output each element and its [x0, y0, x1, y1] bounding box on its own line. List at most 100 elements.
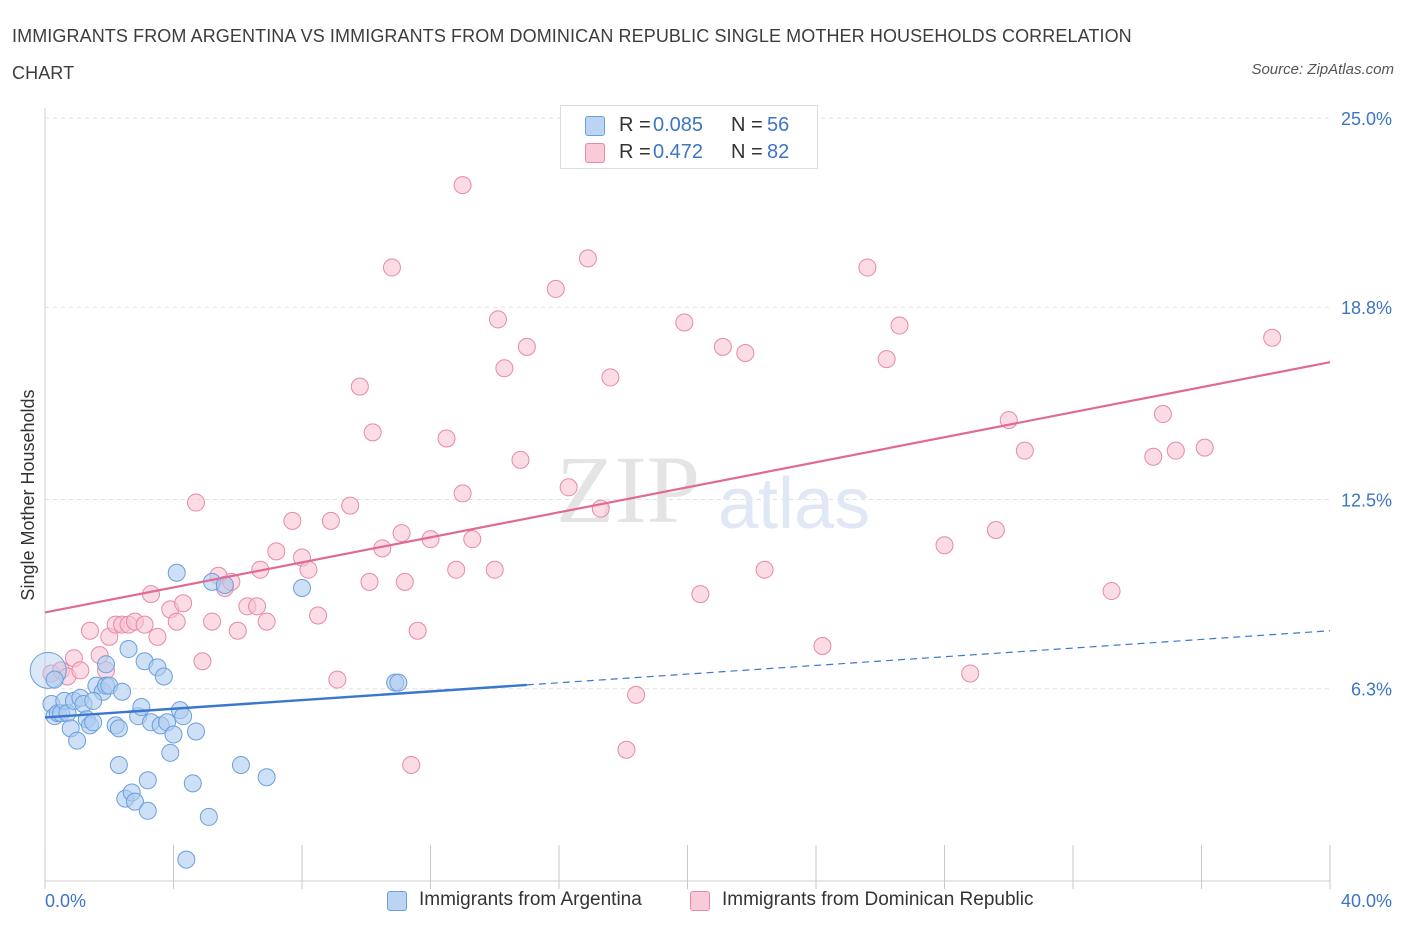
y-tick-label: 18.8%: [1341, 298, 1392, 318]
data-point-dominican: [203, 612, 222, 631]
legend-n-value-dominican: 82: [767, 141, 790, 163]
trend-line-argentina-extension: [526, 630, 1331, 686]
data-point-dominican: [935, 536, 954, 555]
legend-r-label: R =: [619, 114, 651, 136]
data-point-dominican: [408, 621, 427, 640]
data-point-dominican: [167, 612, 186, 631]
data-point-dominican: [341, 496, 360, 515]
data-point-dominican: [713, 337, 732, 356]
bottom-legend-label-argentina: Immigrants from Argentina: [419, 889, 642, 910]
trend-line-argentina: [44, 683, 527, 719]
chart-title: IMMIGRANTS FROM ARGENTINA VS IMMIGRANTS …: [12, 26, 1132, 83]
data-point-argentina: [125, 792, 144, 811]
data-point-dominican: [267, 542, 286, 561]
data-point-dominican: [627, 685, 646, 704]
data-point-dominican: [392, 524, 411, 543]
data-point-dominican: [617, 740, 636, 759]
data-point-dominican: [437, 429, 456, 448]
data-point-argentina: [293, 579, 311, 598]
data-point-dominican: [193, 652, 212, 671]
data-point-dominican: [135, 615, 154, 634]
data-point-dominican: [395, 572, 414, 591]
data-point-argentina: [109, 756, 128, 775]
data-point-dominican: [321, 511, 340, 530]
data-point-dominican: [517, 337, 536, 356]
data-point-dominican: [858, 258, 877, 277]
data-point-argentina: [164, 725, 183, 744]
data-point-argentina: [84, 691, 103, 710]
data-point-dominican: [299, 560, 318, 579]
data-point-dominican: [890, 316, 909, 335]
data-point-argentina: [177, 850, 196, 869]
data-point-dominican: [402, 756, 421, 775]
data-point-dominican: [1195, 438, 1214, 457]
data-point-argentina: [257, 768, 276, 787]
data-point-dominican: [675, 313, 694, 332]
data-point-dominican: [148, 627, 167, 646]
data-point-dominican: [257, 612, 276, 631]
trend-lines: [44, 361, 1331, 719]
data-point-argentina: [132, 698, 151, 717]
data-point-dominican: [1144, 447, 1163, 466]
data-point-dominican: [142, 585, 161, 604]
y-axis-label: Single Mother Households: [18, 389, 38, 600]
y-tick-label: 25.0%: [1341, 109, 1392, 129]
data-point-dominican: [877, 350, 896, 369]
data-point-dominican: [453, 484, 472, 503]
data-point-dominican: [755, 560, 774, 579]
bottom-legend-swatch-dominican: [690, 891, 710, 911]
data-point-dominican: [578, 249, 597, 268]
data-point-dominican: [228, 621, 247, 640]
data-point-dominican: [174, 594, 193, 613]
data-point-dominican: [559, 478, 578, 497]
data-point-dominican: [453, 176, 472, 195]
y-tick-label: 6.3%: [1351, 680, 1392, 700]
data-point-argentina: [138, 771, 157, 790]
data-point-argentina: [68, 731, 87, 750]
data-point-dominican: [986, 521, 1005, 540]
data-point-argentina: [45, 670, 64, 689]
data-point-dominican: [1263, 328, 1282, 347]
data-point-dominican: [248, 597, 267, 616]
correlation-legend: R = 0.085 N = 56 R = 0.472 N = 82: [560, 105, 818, 169]
data-point-dominican: [1015, 441, 1034, 460]
data-point-dominican: [813, 636, 832, 655]
data-point-dominican: [691, 585, 710, 604]
source-credit: Source: ZipAtlas.com: [1251, 61, 1394, 78]
gridlines: [45, 117, 1330, 690]
data-point-dominican: [363, 423, 382, 442]
data-point-dominican: [186, 493, 205, 512]
axes: [44, 108, 1331, 889]
bottom-legend-label-dominican: Immigrants from Dominican Republic: [722, 889, 1034, 910]
legend-r-value-dominican: 0.472: [653, 141, 704, 163]
data-point-dominican: [447, 560, 466, 579]
data-point-dominican: [80, 621, 99, 640]
data-point-argentina: [174, 707, 193, 726]
data-point-argentina: [154, 667, 173, 686]
data-point-dominican: [601, 368, 620, 387]
series-argentina-points: [29, 563, 408, 869]
legend-r-label: R =: [619, 141, 651, 163]
legend-n-label: N =: [731, 141, 763, 163]
watermark: ZIP atlas: [556, 436, 870, 544]
data-point-argentina: [119, 640, 138, 659]
data-point-dominican: [546, 279, 565, 298]
data-point-argentina: [167, 563, 186, 582]
legend-swatch-dominican: [585, 143, 605, 163]
data-point-dominican: [382, 258, 401, 277]
trend-line-dominican: [44, 361, 1331, 614]
tick-labels: 6.3% 12.5% 18.8% 25.0% 0.0% 40.0%: [45, 109, 1392, 911]
data-point-dominican: [71, 661, 90, 680]
data-point-dominican: [360, 572, 379, 591]
data-point-dominican: [485, 560, 504, 579]
data-point-argentina: [183, 774, 202, 793]
legend-n-value-argentina: 56: [767, 114, 790, 136]
data-point-argentina: [389, 673, 408, 692]
data-point-dominican: [961, 664, 980, 683]
legend-swatch-argentina: [585, 116, 605, 136]
data-point-dominican: [328, 670, 347, 689]
data-point-argentina: [113, 682, 132, 701]
data-point-argentina: [109, 719, 128, 738]
data-point-argentina: [186, 722, 205, 741]
data-point-dominican: [511, 450, 530, 469]
